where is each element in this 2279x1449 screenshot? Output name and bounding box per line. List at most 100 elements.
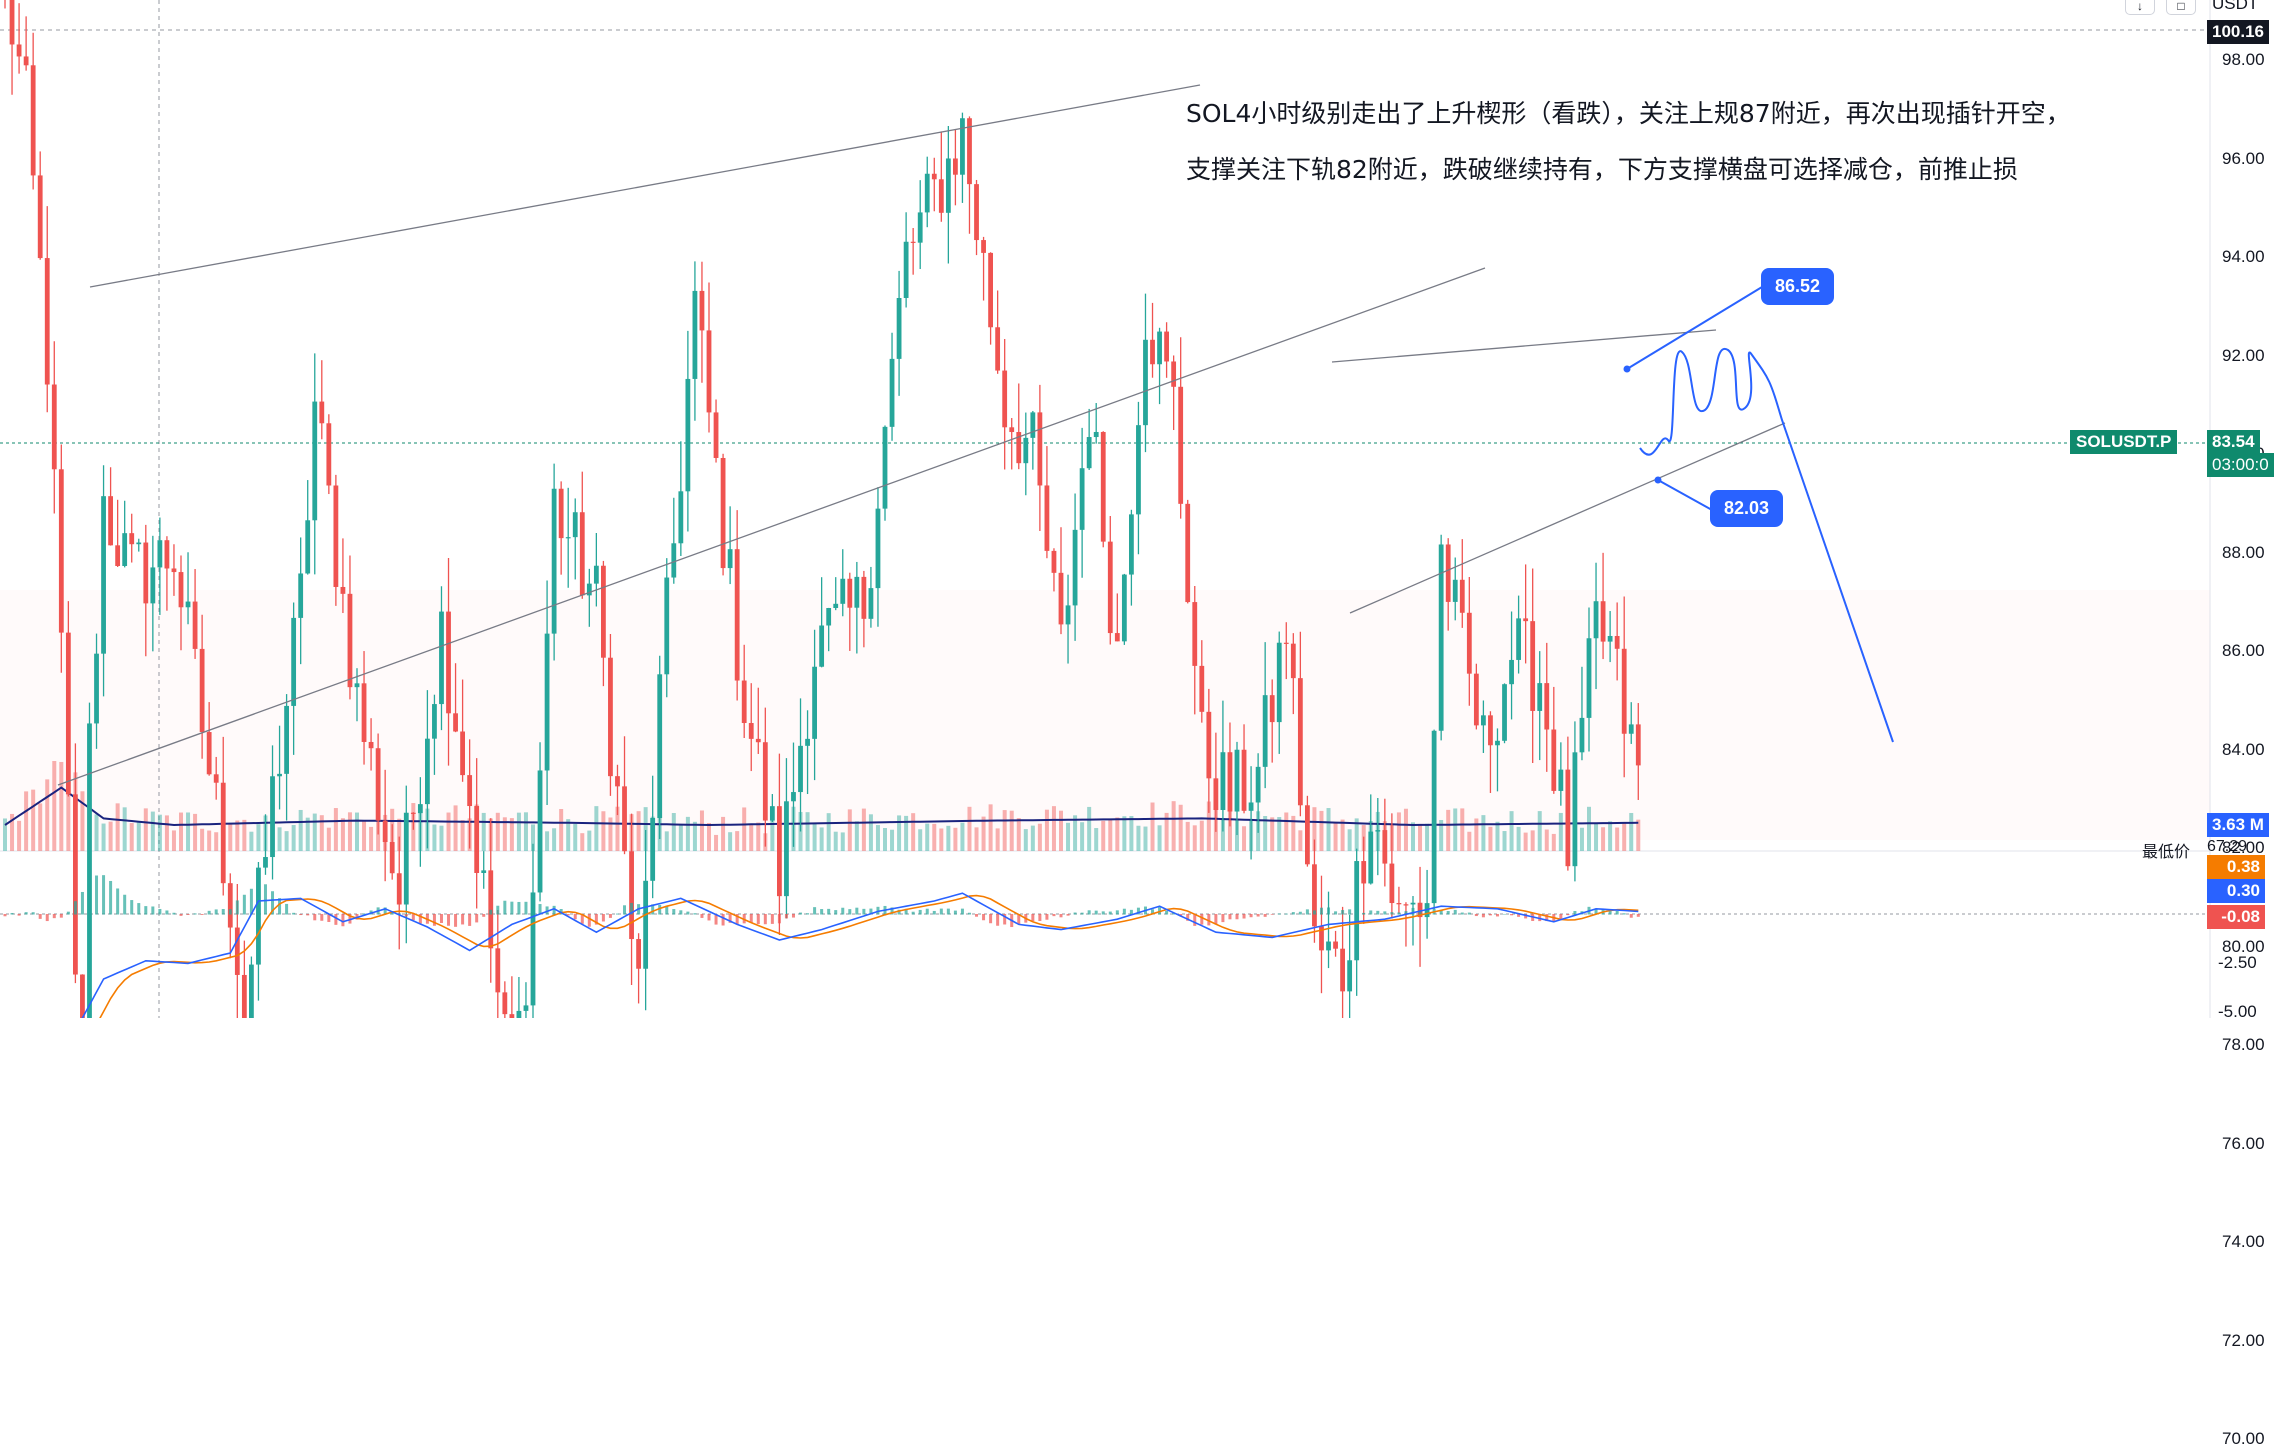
candle-body xyxy=(481,870,487,873)
candle-body xyxy=(375,748,381,821)
candle-body xyxy=(1171,361,1177,387)
volume-bar xyxy=(10,813,15,851)
candle-body xyxy=(1241,749,1247,811)
macd-histogram-bar xyxy=(806,913,810,915)
macd-histogram-bar xyxy=(327,914,331,922)
volume-bar xyxy=(1354,818,1359,851)
price-tick-label: 88.00 xyxy=(2222,542,2265,562)
candle-body xyxy=(805,738,810,746)
macd-histogram-bar xyxy=(1214,914,1218,925)
candle-body xyxy=(727,549,733,569)
candle-body xyxy=(108,496,113,546)
volume-bar xyxy=(967,806,972,851)
maximize-icon[interactable]: □ xyxy=(2166,0,2196,15)
macd-histogram-bar xyxy=(320,914,324,921)
candle-body xyxy=(847,578,853,608)
wedge-trendline xyxy=(89,84,1201,288)
candle-body xyxy=(410,812,416,814)
candle-body xyxy=(1051,550,1057,573)
macd-histogram-bar xyxy=(66,911,70,915)
macd-histogram-bar xyxy=(186,914,190,915)
macd-histogram-bar xyxy=(397,913,401,915)
macd-histogram-bar xyxy=(1270,914,1274,915)
analysis-note-line-1: SOL4小时级别走出了上升楔形（看跌），关注上规87附近，再次出现插针开空， xyxy=(1186,99,2071,128)
volume-bar xyxy=(1326,808,1331,851)
candle-body xyxy=(1340,948,1345,992)
macd-histogram-bar xyxy=(1017,914,1021,925)
candle-body xyxy=(1030,412,1036,438)
macd-hist-tag: 0.38 xyxy=(2207,855,2265,879)
macd-histogram-bar xyxy=(862,908,866,915)
volume-bar xyxy=(31,789,36,851)
candle-body xyxy=(622,786,627,852)
macd-histogram-bar xyxy=(1608,908,1612,915)
candle-body xyxy=(1445,544,1451,602)
candle-body xyxy=(1382,830,1388,864)
volume-bar xyxy=(1312,807,1317,851)
candle-body xyxy=(1129,514,1134,575)
candle-body xyxy=(319,401,325,424)
candle-body xyxy=(854,576,860,608)
volume-bar xyxy=(481,812,486,851)
macd-histogram-bar xyxy=(615,913,619,915)
candle-body xyxy=(1481,715,1486,726)
volume-bar xyxy=(333,808,338,851)
volume-bar xyxy=(1136,825,1141,851)
volume-bar xyxy=(347,812,352,851)
trading-chart[interactable] xyxy=(0,0,2279,1018)
volume-bar xyxy=(1347,829,1352,851)
candle-body xyxy=(1396,903,1402,905)
price-tick-label: 96.00 xyxy=(2222,148,2265,168)
candle-body xyxy=(1537,683,1543,711)
volume-bar xyxy=(1164,812,1169,851)
volume-bar xyxy=(1629,812,1634,851)
volume-bar xyxy=(1129,816,1134,851)
macd-histogram-bar xyxy=(770,914,774,924)
volume-bar xyxy=(284,831,289,851)
macd-histogram-bar xyxy=(447,914,451,926)
arrow-down-icon[interactable]: ↓ xyxy=(2125,0,2155,15)
symbol-tag[interactable]: SOLUSDT.P xyxy=(2070,430,2178,454)
macd-histogram-bar xyxy=(989,914,993,924)
callout-lower-level[interactable]: 82.03 xyxy=(1710,490,1784,527)
macd-histogram-bar xyxy=(897,909,901,915)
candle-body xyxy=(65,632,71,795)
macd-histogram-bar xyxy=(496,905,500,915)
macd-histogram-bar xyxy=(1228,914,1232,920)
volume-bar xyxy=(1171,801,1176,851)
candle-body xyxy=(51,384,57,470)
volume-bar xyxy=(847,809,852,851)
macd-histogram-bar xyxy=(1538,914,1542,922)
volume-bar xyxy=(1333,822,1338,851)
macd-histogram-bar xyxy=(1495,914,1499,917)
macd-histogram-bar xyxy=(601,914,605,922)
callout-upper-level[interactable]: 86.52 xyxy=(1761,268,1835,305)
candle-body xyxy=(1269,695,1275,723)
macd-histogram-bar xyxy=(834,910,838,915)
macd-histogram-bar xyxy=(679,910,683,915)
candle-body xyxy=(1572,752,1578,867)
macd-histogram-bar xyxy=(1348,909,1352,915)
candle-body xyxy=(558,488,564,539)
macd-histogram-bar xyxy=(172,912,176,915)
currency-label[interactable]: USDT xyxy=(2212,0,2259,13)
macd-histogram-bar xyxy=(1376,910,1380,915)
volume-bar xyxy=(1340,819,1345,851)
candle-body xyxy=(1164,331,1169,362)
volume-bar xyxy=(1460,808,1465,851)
candle-body xyxy=(643,880,649,969)
macd-histogram-bar xyxy=(672,909,676,915)
candle-body xyxy=(924,173,930,213)
volume-bar xyxy=(362,821,367,851)
candle-body xyxy=(1227,752,1233,812)
candle-body xyxy=(1023,437,1029,464)
macd-signal-line xyxy=(99,894,1639,1018)
macd-histogram-bar xyxy=(1411,907,1415,915)
price-tick-label: 92.00 xyxy=(2222,345,2265,365)
volume-bar xyxy=(1277,817,1282,851)
volume-bar xyxy=(1439,819,1444,851)
macd-histogram-bar xyxy=(630,902,634,915)
volume-bar xyxy=(1601,827,1606,851)
candle-body xyxy=(1495,740,1500,746)
projected-price-path xyxy=(1639,347,1894,743)
